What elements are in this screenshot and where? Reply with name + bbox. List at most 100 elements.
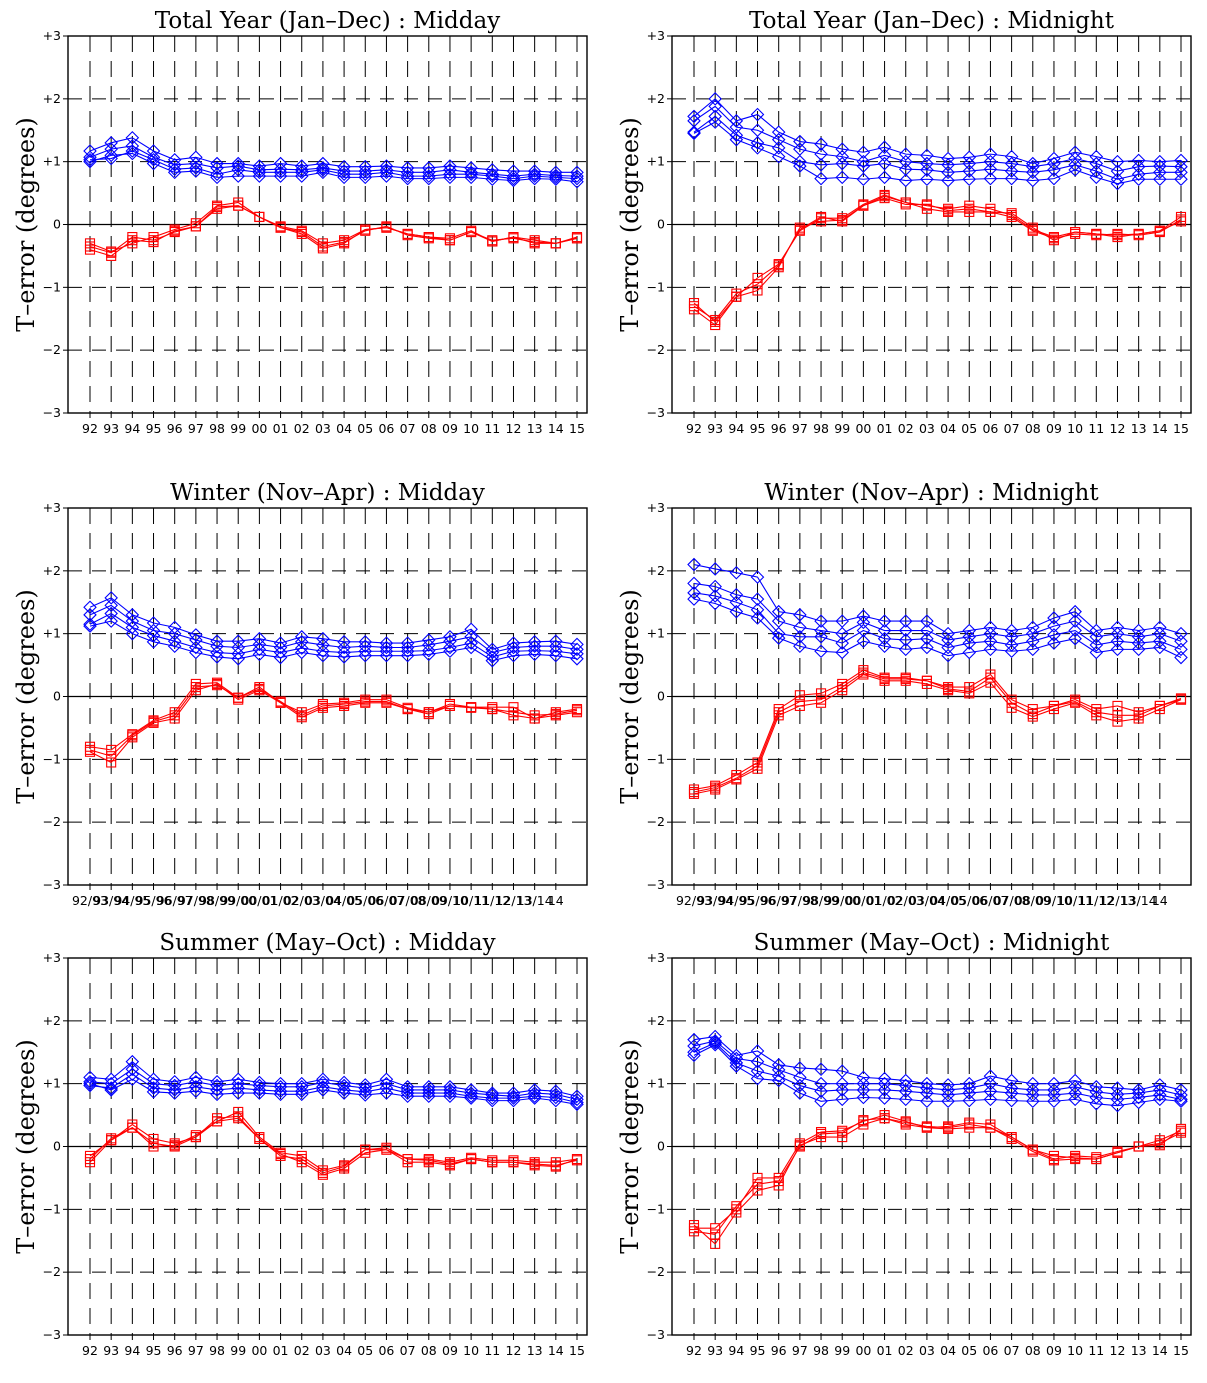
x-tick-label: 02 bbox=[294, 421, 310, 436]
x-tick-label: 11 bbox=[1088, 1343, 1104, 1358]
y-tick-label: +2 bbox=[43, 563, 61, 578]
blue-diamond-marker bbox=[835, 156, 849, 171]
plot-frame bbox=[671, 507, 1192, 886]
red-series-line-3 bbox=[89, 683, 578, 764]
blue-diamond-marker bbox=[814, 1062, 828, 1076]
blue-diamond-marker bbox=[708, 589, 722, 603]
y-tick-label: +1 bbox=[647, 626, 665, 641]
blue-series-line-2 bbox=[693, 582, 1182, 642]
blue-diamond-marker bbox=[877, 631, 892, 646]
red-square-marker bbox=[1154, 225, 1165, 236]
x-tick-label: 01/02 bbox=[263, 893, 299, 908]
blue-diamond-marker bbox=[1110, 626, 1125, 641]
blue-diamond-marker bbox=[962, 645, 977, 660]
x-tick-label: 08 bbox=[1025, 421, 1041, 436]
blue-diamond-marker bbox=[125, 139, 140, 153]
blue-diamond-marker bbox=[549, 168, 563, 183]
red-square-marker bbox=[423, 707, 434, 718]
red-square-marker bbox=[360, 224, 371, 235]
y-tick-label: +1 bbox=[43, 1076, 61, 1091]
x-tick-label: 03 bbox=[315, 1343, 331, 1358]
red-square-marker bbox=[296, 1157, 307, 1168]
blue-diamond-marker bbox=[1153, 640, 1167, 655]
blue-diamond-marker bbox=[898, 154, 913, 169]
red-square-marker bbox=[275, 222, 286, 233]
blue-diamond-marker bbox=[549, 170, 563, 185]
red-square-marker bbox=[529, 713, 540, 724]
red-square-marker bbox=[879, 675, 890, 686]
blue-diamond-marker bbox=[962, 1086, 977, 1100]
y-tick-label: +2 bbox=[43, 1013, 61, 1028]
blue-diamond-marker bbox=[1153, 1092, 1167, 1107]
blue-diamond-marker bbox=[1131, 167, 1146, 182]
blue-diamond-marker bbox=[146, 1081, 161, 1095]
blue-diamond-marker bbox=[422, 647, 436, 662]
blue-diamond-marker bbox=[527, 643, 542, 658]
blue-diamond-marker bbox=[167, 162, 182, 176]
x-tick-label: 96 bbox=[167, 1343, 183, 1358]
blue-diamond-marker bbox=[1026, 1094, 1040, 1109]
blue-diamond-marker bbox=[793, 1086, 807, 1100]
blue-diamond-marker bbox=[252, 637, 267, 652]
red-square-marker bbox=[943, 1123, 954, 1134]
blue-diamond-marker bbox=[210, 645, 224, 660]
blue-diamond-marker bbox=[189, 1075, 203, 1089]
blue-diamond-marker bbox=[337, 1083, 351, 1097]
blue-diamond-marker bbox=[273, 1076, 288, 1091]
blue-diamond-marker bbox=[443, 640, 457, 655]
blue-diamond-marker bbox=[771, 604, 786, 619]
x-tick-label: 93 bbox=[103, 1343, 119, 1358]
x-tick-label: 14 bbox=[548, 1343, 564, 1358]
blue-diamond-marker bbox=[485, 653, 500, 668]
red-square-marker bbox=[1091, 710, 1102, 721]
blue-diamond-marker bbox=[400, 169, 415, 183]
blue-diamond-marker bbox=[104, 1072, 118, 1087]
blue-diamond-marker bbox=[231, 1081, 245, 1095]
x-tick-label: 11/12 bbox=[1078, 893, 1114, 908]
x-tick-label: 95 bbox=[750, 1343, 766, 1358]
blue-diamond-marker bbox=[443, 1089, 457, 1104]
red-square-marker bbox=[900, 197, 911, 208]
blue-diamond-marker bbox=[793, 1061, 807, 1075]
blue-diamond-marker bbox=[167, 1086, 182, 1100]
red-square-marker bbox=[879, 191, 890, 202]
blue-diamond-marker bbox=[814, 158, 828, 172]
blue-diamond-marker bbox=[527, 164, 542, 178]
blue-diamond-marker bbox=[443, 163, 457, 177]
blue-diamond-marker bbox=[570, 174, 584, 189]
red-square-marker bbox=[127, 235, 138, 246]
x-tick-label: 11 bbox=[484, 421, 500, 436]
red-square-marker bbox=[550, 1161, 561, 1172]
blue-diamond-marker bbox=[983, 634, 998, 648]
red-square-marker bbox=[752, 1185, 763, 1196]
red-square-marker bbox=[1133, 228, 1144, 239]
blue-diamond-marker bbox=[549, 644, 563, 659]
blue-diamond-marker bbox=[898, 642, 913, 657]
y-tick-label: +3 bbox=[647, 28, 665, 43]
blue-diamond-marker bbox=[793, 134, 807, 149]
blue-diamond-marker bbox=[570, 171, 584, 186]
blue-diamond-marker bbox=[1089, 1096, 1104, 1111]
blue-diamond-marker bbox=[231, 1072, 245, 1087]
blue-series-line-2 bbox=[89, 145, 578, 177]
red-series-line-3 bbox=[693, 1117, 1182, 1245]
blue-diamond-marker bbox=[527, 167, 542, 182]
red-square-marker bbox=[794, 222, 805, 233]
blue-series-line-4 bbox=[693, 121, 1181, 185]
blue-diamond-marker bbox=[379, 1086, 394, 1100]
blue-diamond-marker bbox=[835, 142, 849, 156]
red-square-marker bbox=[360, 1147, 371, 1158]
red-square-marker bbox=[317, 1169, 328, 1180]
x-tick-label: 02/03 bbox=[888, 893, 924, 908]
blue-diamond-marker bbox=[252, 1078, 267, 1093]
y-tick-label: +1 bbox=[43, 626, 61, 641]
red-square-marker bbox=[550, 238, 561, 249]
blue-diamond-marker bbox=[1153, 172, 1167, 187]
x-tick-label: 12/13 bbox=[495, 893, 531, 908]
blue-diamond-marker bbox=[1026, 626, 1040, 641]
x-tick-label: 94 bbox=[124, 421, 140, 436]
blue-diamond-marker bbox=[83, 1075, 97, 1089]
blue-diamond-marker bbox=[835, 636, 849, 650]
blue-diamond-marker bbox=[1153, 1088, 1167, 1102]
red-series-line-3 bbox=[89, 1117, 578, 1176]
